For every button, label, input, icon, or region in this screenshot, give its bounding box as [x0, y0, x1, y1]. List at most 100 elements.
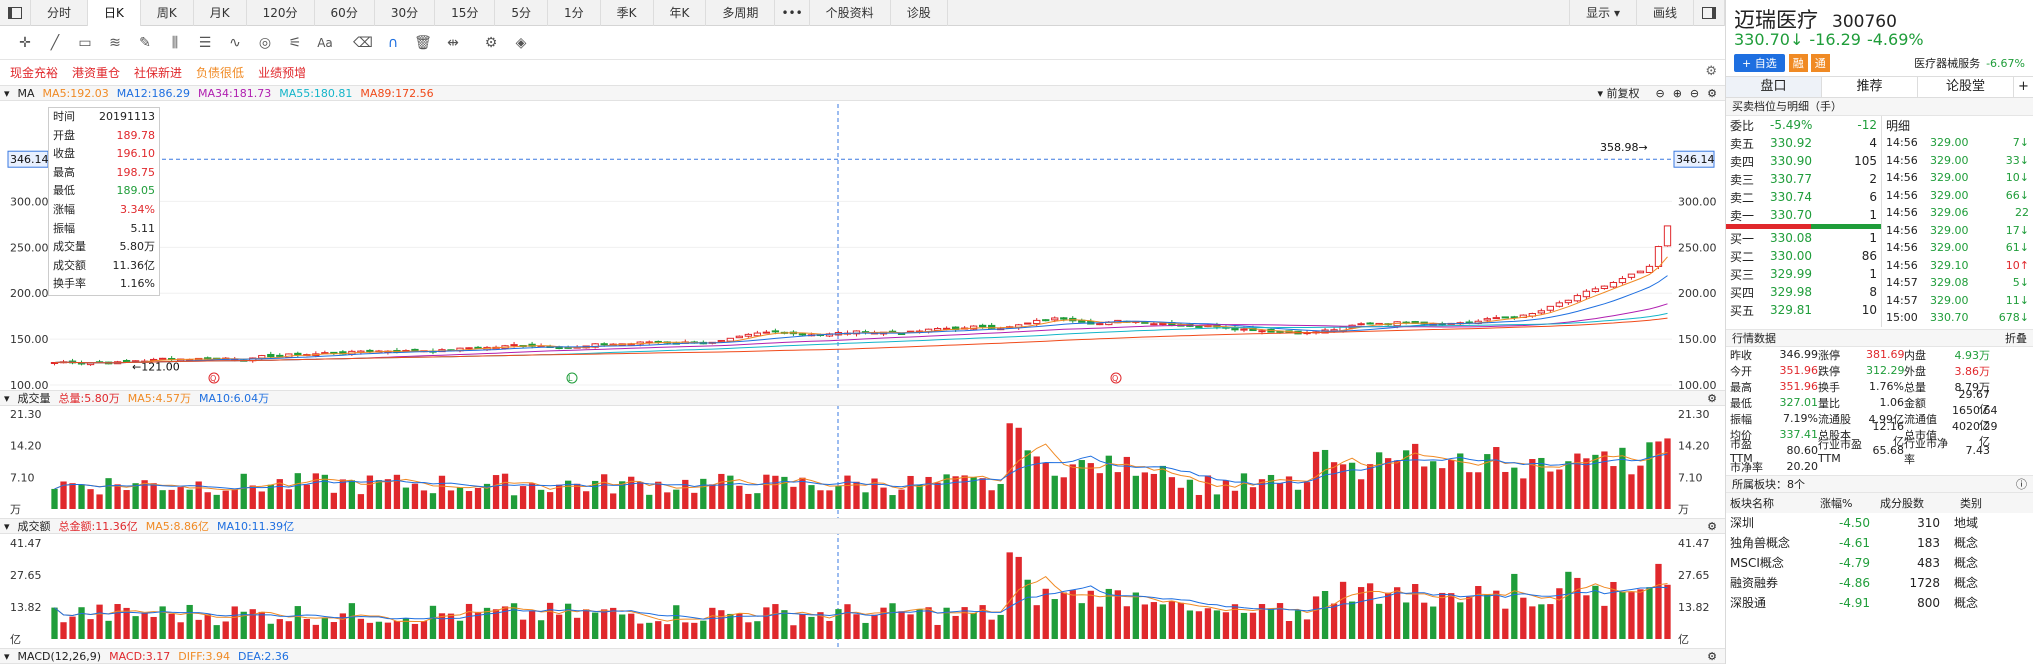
tab-13[interactable]: 个股资料: [810, 0, 891, 26]
wave-tool-icon[interactable]: ∿: [229, 35, 241, 51]
amount-bar: [141, 613, 148, 639]
tab-12[interactable]: 多周期: [706, 0, 776, 26]
news-tag[interactable]: 港资重仓: [72, 65, 121, 80]
news-tag[interactable]: 社保新进: [134, 65, 183, 80]
news-tag[interactable]: 负债很低: [196, 65, 245, 80]
add-tab-icon[interactable]: +: [2013, 77, 2033, 97]
sector-row[interactable]: 深股通 -4.91 800 概念: [1726, 593, 2033, 613]
tab-0[interactable]: 分时: [31, 0, 89, 26]
line-tool-icon[interactable]: ╱: [50, 35, 60, 51]
sector-row[interactable]: MSCI概念 -4.79 483 概念: [1726, 553, 2033, 573]
sector-row[interactable]: 深圳 -4.50 310 地域: [1726, 513, 2033, 533]
event-marker[interactable]: [1110, 372, 1122, 384]
pen-tool-icon[interactable]: ✎: [139, 35, 151, 51]
tab-4[interactable]: 120分: [247, 0, 315, 26]
panel-toggle-right[interactable]: [1694, 0, 1725, 26]
add-watchlist-button[interactable]: + 自选: [1734, 54, 1785, 72]
sector-header[interactable]: 涨幅%: [1820, 496, 1853, 510]
crosshair-icon[interactable]: ✛: [19, 35, 31, 51]
volume-bar: [1249, 487, 1257, 509]
volume-bar: [303, 484, 310, 509]
tab-14[interactable]: 诊股: [891, 0, 948, 26]
order-row[interactable]: 买五 329.81 10: [1726, 301, 1881, 319]
collapse-icon[interactable]: ▾: [4, 519, 10, 533]
gear-icon[interactable]: ⚙: [1707, 391, 1717, 405]
rect-tool-icon[interactable]: ▭: [78, 35, 92, 51]
collapse-icon[interactable]: ▾: [4, 391, 10, 405]
magnet-icon[interactable]: ∩: [387, 35, 399, 51]
tab-10[interactable]: 季K: [601, 0, 654, 26]
amount-bar: [1051, 599, 1058, 639]
layers-icon[interactable]: ◈: [515, 35, 527, 51]
industry-name[interactable]: 医疗器械服务: [1914, 57, 1981, 70]
news-tag[interactable]: 现金充裕: [10, 65, 59, 80]
eraser-icon[interactable]: ⌫: [353, 35, 373, 51]
amount-bar: [483, 607, 491, 639]
kline-chart[interactable]: 300.00 300.00 250.00 250.00 200.00 200.00 150.…: [0, 84, 1725, 664]
order-row[interactable]: 卖二 330.74 6: [1726, 188, 1881, 206]
order-row[interactable]: 卖一 330.70 1: [1726, 206, 1881, 224]
tab-recommend[interactable]: 推荐: [1821, 77, 1917, 97]
draw-line-button[interactable]: 画线: [1637, 0, 1694, 26]
order-row[interactable]: 买三 329.99 1: [1726, 265, 1881, 283]
tab-6[interactable]: 30分: [375, 0, 436, 26]
volume-bar: [1159, 465, 1167, 509]
event-marker[interactable]: [566, 372, 578, 384]
detail-row: 15:00 330.70 678↓: [1882, 309, 2033, 327]
quote-value: 29.67亿: [1958, 388, 1991, 416]
event-marker[interactable]: [208, 372, 220, 384]
tab-3[interactable]: 月K: [194, 0, 247, 26]
quote-key: 最低: [1730, 396, 1752, 410]
sector-row[interactable]: 独角兽概念 -4.61 183 概念: [1726, 533, 2033, 553]
tab-8[interactable]: 5分: [495, 0, 549, 26]
close-icon[interactable]: ⊖: [1689, 86, 1700, 100]
gear-icon[interactable]: ⚙: [1707, 649, 1717, 663]
order-row[interactable]: 卖三 330.77 2: [1726, 170, 1881, 188]
text-tool-icon[interactable]: Aa: [317, 36, 333, 50]
gear-icon[interactable]: ⚙: [1707, 86, 1717, 100]
fold-button[interactable]: 折叠: [2005, 331, 2027, 345]
fib-tool-icon[interactable]: ⚟: [288, 35, 302, 51]
tab-2[interactable]: 周K: [141, 0, 194, 26]
collapse-icon[interactable]: ▾: [4, 649, 10, 663]
order-row[interactable]: 买一 330.08 1: [1726, 229, 1881, 247]
tick-detail: 明细 14:56 329.00 7↓ 14:56 329.00 33↓ 14:56 329.0…: [1882, 116, 2033, 327]
tab-forum[interactable]: 论股堂: [1917, 77, 2013, 97]
display-menu[interactable]: 显示 ▾: [1569, 0, 1637, 26]
tab-1[interactable]: 日K: [88, 0, 141, 26]
tab-9[interactable]: 1分: [548, 0, 601, 26]
sector-header[interactable]: 类别: [1960, 496, 1982, 510]
order-row[interactable]: 买二 330.00 86: [1726, 247, 1881, 265]
ellipse-tool-icon[interactable]: ◎: [258, 35, 272, 51]
tab-11[interactable]: 年K: [654, 0, 707, 26]
sector-header[interactable]: 成分股数: [1880, 496, 1924, 510]
detail-price: 329.00: [1930, 171, 1969, 185]
grid-tool-icon[interactable]: ☰: [198, 35, 212, 51]
tab-5[interactable]: 60分: [315, 0, 375, 26]
info-icon[interactable]: ⓘ: [2016, 477, 2027, 491]
fan-tool-icon[interactable]: ≋: [109, 35, 121, 51]
restore-select[interactable]: ▾ 前复权: [1597, 87, 1640, 100]
zoom-range-icon[interactable]: ⇹: [447, 35, 459, 51]
order-row[interactable]: 买四 329.98 8: [1726, 283, 1881, 301]
more-icon[interactable]: •••: [775, 0, 810, 26]
plus-icon[interactable]: ⊕: [1672, 86, 1682, 100]
sector-row[interactable]: 融资融券 -4.86 1728 概念: [1726, 573, 2033, 593]
trash-icon[interactable]: 🗑: [414, 35, 432, 51]
gear-icon[interactable]: ⚙: [1705, 64, 1717, 79]
minus-icon[interactable]: ⊖: [1655, 86, 1665, 100]
parallel-tool-icon[interactable]: ⫼: [171, 35, 179, 51]
order-row[interactable]: 卖五 330.92 4: [1726, 134, 1881, 152]
collapse-icon[interactable]: ▾: [4, 86, 10, 100]
order-row[interactable]: 卖四 330.90 105: [1726, 152, 1881, 170]
panel-icon: [1702, 7, 1716, 19]
tab-pankou[interactable]: 盘口: [1726, 77, 1821, 97]
tab-7[interactable]: 15分: [435, 0, 496, 26]
order-qty: 4: [1869, 136, 1877, 150]
sector-header[interactable]: 板块名称: [1730, 496, 1774, 510]
sidebar-toggle[interactable]: [0, 0, 31, 26]
gear-icon[interactable]: ⚙: [1707, 519, 1717, 533]
amount-bar: [492, 609, 500, 639]
news-tag[interactable]: 业绩预增: [258, 65, 307, 80]
gear-icon[interactable]: ⚙: [484, 35, 498, 51]
